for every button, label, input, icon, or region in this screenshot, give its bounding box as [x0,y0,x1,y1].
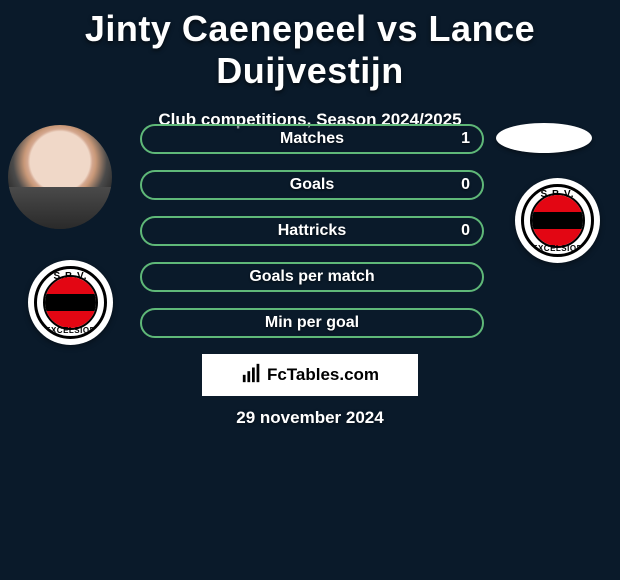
stat-label: Matches [142,130,482,148]
stat-value: 0 [461,176,470,194]
stat-row: Goals per match [140,262,484,292]
player-photo-left [8,125,112,229]
stats-container: Matches 1 Goals 0 Hattricks 0 Goals per … [140,124,484,354]
chart-icon [241,362,263,389]
stat-value: 0 [461,222,470,240]
stat-value: 1 [461,130,470,148]
footer-date: 29 november 2024 [0,408,620,428]
stat-row: Min per goal [140,308,484,338]
stat-label: Goals per match [142,268,482,286]
stat-row: Goals 0 [140,170,484,200]
page-title: Jinty Caenepeel vs Lance Duijvestijn [0,0,620,92]
stat-label: Min per goal [142,314,482,332]
club-flag [530,193,585,248]
club-badge-left: S.B.V. EXCELSIOR [28,260,113,345]
badge-text-bottom: EXCELSIOR [524,244,591,253]
club-flag [43,275,98,330]
club-badge-right-inner: S.B.V. EXCELSIOR [521,184,594,257]
stat-label: Hattricks [142,222,482,240]
footer-branding: FcTables.com [202,354,418,396]
club-badge-left-inner: S.B.V. EXCELSIOR [34,266,107,339]
stat-row: Hattricks 0 [140,216,484,246]
badge-text-bottom: EXCELSIOR [37,326,104,335]
stat-row: Matches 1 [140,124,484,154]
footer-site: FcTables.com [267,365,379,385]
stat-label: Goals [142,176,482,194]
club-badge-right: S.B.V. EXCELSIOR [515,178,600,263]
player-photo-right-placeholder [496,123,592,153]
